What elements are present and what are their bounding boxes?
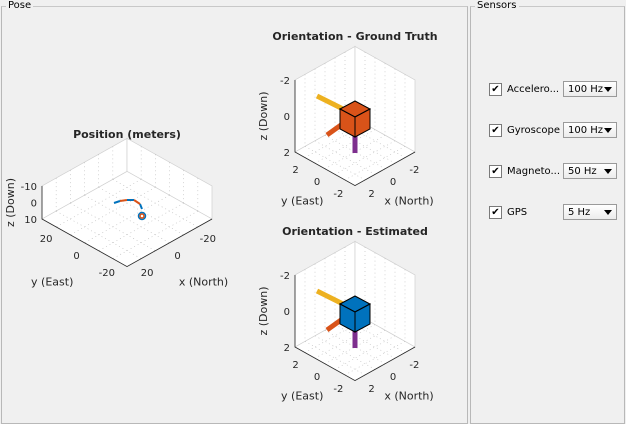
y-axis-label: y (East)	[31, 276, 73, 289]
y-tick-label: 0	[73, 251, 79, 262]
y-tick-label: 2	[292, 165, 298, 176]
sensor-checkbox[interactable]: ✔	[489, 123, 502, 137]
z-axis-label: z (Down)	[257, 286, 270, 335]
trajectory-true	[119, 199, 141, 205]
sensors-panel-title: Sensors	[475, 0, 519, 11]
sample-rate-value: 100 Hz	[568, 124, 604, 136]
y-tick-label: 2	[292, 360, 298, 371]
z-tick-label: -2	[280, 271, 290, 282]
grid-line	[98, 202, 184, 251]
chevron-down-icon	[604, 209, 612, 215]
axis-lines	[294, 275, 416, 382]
z-axis-label: z (Down)	[257, 91, 270, 140]
sensors-panel: Sensors ✔ Accelero... 100 Hz ✔ Gyroscope …	[470, 0, 625, 424]
vehicle-marker	[139, 213, 145, 219]
z-axis-label: z (Down)	[4, 178, 17, 227]
x-tick-label: 2	[368, 384, 374, 395]
y-tick-label: 0	[314, 372, 320, 383]
z-tick-label: -10	[21, 182, 37, 193]
x-tick-label: -2	[409, 360, 419, 371]
x-tick-label: 0	[174, 251, 180, 262]
sensor-checkbox[interactable]: ✔	[489, 82, 502, 96]
x-tick-label: 20	[141, 268, 154, 279]
chevron-down-icon	[604, 168, 612, 174]
sensor-row: ✔ Magneto... 50 Hz	[489, 163, 617, 179]
y-axis-label: y (East)	[281, 390, 323, 403]
trajectory-estimated	[113, 200, 121, 204]
x-tick-label: -20	[200, 234, 216, 245]
sensor-row: ✔ GPS 5 Hz	[489, 204, 617, 220]
sample-rate-dropdown[interactable]: 100 Hz	[563, 122, 617, 138]
sensor-checkbox[interactable]: ✔	[489, 164, 502, 178]
cube-right-face	[354, 303, 371, 333]
y-tick-label: -2	[333, 384, 343, 395]
axis-lines	[294, 80, 416, 187]
plot-title: Orientation - Ground Truth	[272, 30, 437, 43]
x-tick-label: 0	[390, 177, 396, 188]
trajectory-estimated	[127, 199, 143, 210]
sensor-label: Gyroscope	[507, 124, 561, 136]
grid-line	[70, 202, 156, 251]
grid-line	[56, 210, 142, 259]
z-tick-label: 10	[24, 215, 37, 226]
y-tick-label: -20	[99, 268, 115, 279]
z-tick-label: 2	[284, 148, 290, 159]
sample-rate-dropdown[interactable]: 5 Hz	[563, 204, 617, 220]
vehicle-marker	[137, 211, 147, 221]
plot-title: Position (meters)	[73, 128, 181, 141]
sensor-row: ✔ Gyroscope 100 Hz	[489, 122, 617, 138]
z-tick-label: 0	[284, 112, 290, 123]
grid-line	[112, 210, 198, 259]
x-tick-label: 2	[368, 189, 374, 200]
z-tick-label: -2	[280, 76, 290, 87]
z-tick-label: 2	[284, 343, 290, 354]
x-axis-label: x (North)	[384, 195, 433, 208]
x-tick-label: 0	[390, 372, 396, 383]
pose-panel-title: Pose	[6, 0, 34, 11]
x-tick-label: -2	[409, 165, 419, 176]
plot-title: Orientation - Estimated	[282, 225, 428, 238]
sample-rate-value: 50 Hz	[568, 165, 597, 177]
z-tick-label: 0	[284, 307, 290, 318]
sensor-row: ✔ Accelero... 100 Hz	[489, 81, 617, 97]
sensor-label: Accelero...	[507, 83, 560, 95]
sensor-label: GPS	[507, 206, 528, 218]
y-tick-label: 20	[40, 234, 53, 245]
cube-right-face	[354, 108, 371, 138]
sensor-checkbox[interactable]: ✔	[489, 205, 502, 219]
sample-rate-value: 100 Hz	[568, 83, 604, 95]
sample-rate-dropdown[interactable]: 100 Hz	[563, 81, 617, 97]
y-tick-label: 0	[314, 177, 320, 188]
sample-rate-dropdown[interactable]: 50 Hz	[563, 163, 617, 179]
z-tick-label: 0	[31, 199, 37, 210]
grid-line	[84, 194, 170, 244]
y-axis-label: y (East)	[281, 195, 323, 208]
chevron-down-icon	[604, 86, 612, 92]
y-tick-label: -2	[333, 189, 343, 200]
x-axis-label: x (North)	[384, 390, 433, 403]
axis-lines	[41, 186, 213, 268]
x-axis-label: x (North)	[179, 276, 228, 289]
chevron-down-icon	[604, 127, 612, 133]
sample-rate-value: 5 Hz	[568, 206, 591, 218]
sensor-label: Magneto...	[507, 165, 560, 177]
